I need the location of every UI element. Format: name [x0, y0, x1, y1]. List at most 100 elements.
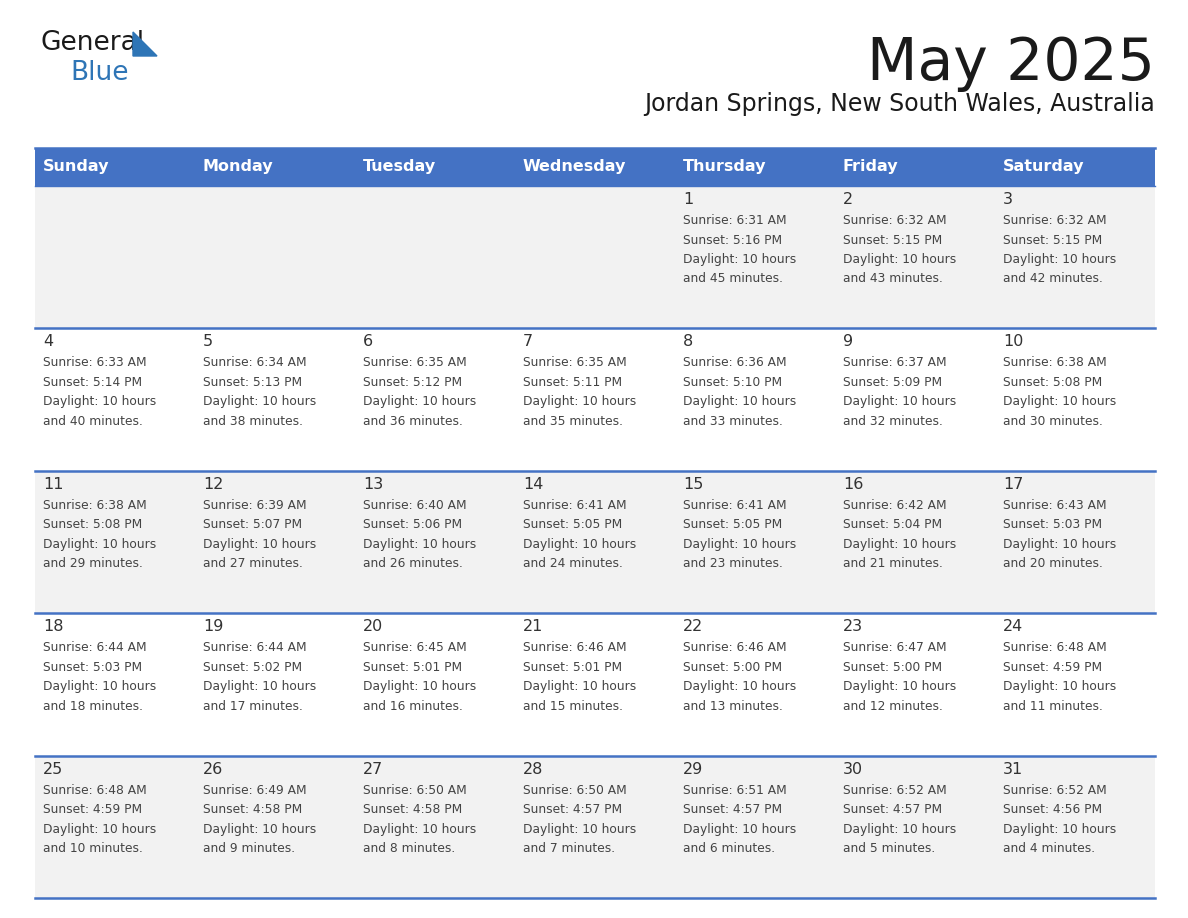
Text: Sunset: 4:59 PM: Sunset: 4:59 PM	[43, 803, 143, 816]
Bar	[996, 756, 1155, 898]
Bar	[675, 756, 835, 898]
Text: Daylight: 10 hours: Daylight: 10 hours	[1003, 396, 1117, 409]
Text: 19: 19	[203, 620, 223, 634]
Text: and 6 minutes.: and 6 minutes.	[683, 842, 775, 855]
Bar	[996, 329, 1155, 471]
Text: Daylight: 10 hours: Daylight: 10 hours	[203, 680, 316, 693]
Bar	[996, 148, 1155, 186]
Text: Daylight: 10 hours: Daylight: 10 hours	[843, 396, 956, 409]
Bar	[195, 148, 355, 186]
Text: Sunset: 5:08 PM: Sunset: 5:08 PM	[43, 519, 143, 532]
Text: and 45 minutes.: and 45 minutes.	[683, 273, 783, 285]
Bar	[34, 148, 195, 186]
Text: Sunset: 5:06 PM: Sunset: 5:06 PM	[364, 519, 462, 532]
Text: Sunset: 4:58 PM: Sunset: 4:58 PM	[203, 803, 302, 816]
Bar	[34, 756, 195, 898]
Text: Sunset: 5:03 PM: Sunset: 5:03 PM	[43, 661, 143, 674]
Text: Monday: Monday	[203, 160, 273, 174]
Text: and 26 minutes.: and 26 minutes.	[364, 557, 463, 570]
Text: 23: 23	[843, 620, 864, 634]
Text: Sunset: 5:15 PM: Sunset: 5:15 PM	[843, 233, 942, 247]
Bar	[516, 329, 675, 471]
Text: 22: 22	[683, 620, 703, 634]
Text: Daylight: 10 hours: Daylight: 10 hours	[843, 823, 956, 835]
Text: Daylight: 10 hours: Daylight: 10 hours	[43, 680, 157, 693]
Text: Sunrise: 6:38 AM: Sunrise: 6:38 AM	[43, 498, 147, 512]
Bar	[355, 186, 516, 329]
Bar	[675, 471, 835, 613]
Text: Sunrise: 6:45 AM: Sunrise: 6:45 AM	[364, 641, 467, 655]
Text: 2: 2	[843, 192, 853, 207]
Text: 7: 7	[523, 334, 533, 350]
Text: Sunrise: 6:46 AM: Sunrise: 6:46 AM	[523, 641, 626, 655]
Bar	[516, 148, 675, 186]
Text: Sunset: 5:00 PM: Sunset: 5:00 PM	[843, 661, 942, 674]
Text: and 40 minutes.: and 40 minutes.	[43, 415, 143, 428]
Text: Sunset: 5:04 PM: Sunset: 5:04 PM	[843, 519, 942, 532]
Text: General: General	[40, 30, 144, 56]
Text: Daylight: 10 hours: Daylight: 10 hours	[683, 680, 796, 693]
Bar	[835, 756, 996, 898]
Bar	[835, 613, 996, 756]
Text: Daylight: 10 hours: Daylight: 10 hours	[43, 823, 157, 835]
Text: Daylight: 10 hours: Daylight: 10 hours	[364, 680, 476, 693]
Text: Daylight: 10 hours: Daylight: 10 hours	[43, 538, 157, 551]
Text: Sunrise: 6:43 AM: Sunrise: 6:43 AM	[1003, 498, 1107, 512]
Text: Sunrise: 6:49 AM: Sunrise: 6:49 AM	[203, 784, 307, 797]
Text: and 35 minutes.: and 35 minutes.	[523, 415, 623, 428]
Text: and 8 minutes.: and 8 minutes.	[364, 842, 455, 855]
Text: Daylight: 10 hours: Daylight: 10 hours	[523, 538, 637, 551]
Text: and 23 minutes.: and 23 minutes.	[683, 557, 783, 570]
Text: Sunset: 5:01 PM: Sunset: 5:01 PM	[523, 661, 623, 674]
Text: and 12 minutes.: and 12 minutes.	[843, 700, 943, 712]
Bar	[355, 471, 516, 613]
Text: Sunrise: 6:37 AM: Sunrise: 6:37 AM	[843, 356, 947, 369]
Text: Daylight: 10 hours: Daylight: 10 hours	[1003, 253, 1117, 266]
Text: Sunset: 5:02 PM: Sunset: 5:02 PM	[203, 661, 302, 674]
Bar	[34, 613, 195, 756]
Text: Sunrise: 6:48 AM: Sunrise: 6:48 AM	[1003, 641, 1107, 655]
Text: Sunset: 5:11 PM: Sunset: 5:11 PM	[523, 375, 623, 389]
Text: Sunset: 5:16 PM: Sunset: 5:16 PM	[683, 233, 782, 247]
Text: and 21 minutes.: and 21 minutes.	[843, 557, 943, 570]
Text: and 27 minutes.: and 27 minutes.	[203, 557, 303, 570]
Text: Daylight: 10 hours: Daylight: 10 hours	[683, 396, 796, 409]
Text: 11: 11	[43, 476, 63, 492]
Text: and 30 minutes.: and 30 minutes.	[1003, 415, 1102, 428]
Text: Saturday: Saturday	[1003, 160, 1085, 174]
Bar	[355, 613, 516, 756]
Text: 1: 1	[683, 192, 694, 207]
Text: 13: 13	[364, 476, 384, 492]
Text: 20: 20	[364, 620, 384, 634]
Text: Daylight: 10 hours: Daylight: 10 hours	[1003, 680, 1117, 693]
Text: and 33 minutes.: and 33 minutes.	[683, 415, 783, 428]
Bar	[34, 186, 195, 329]
Text: and 5 minutes.: and 5 minutes.	[843, 842, 935, 855]
Text: and 4 minutes.: and 4 minutes.	[1003, 842, 1095, 855]
Bar	[835, 148, 996, 186]
Bar	[516, 756, 675, 898]
Text: 14: 14	[523, 476, 543, 492]
Text: Friday: Friday	[843, 160, 898, 174]
Bar	[355, 329, 516, 471]
Text: Daylight: 10 hours: Daylight: 10 hours	[683, 538, 796, 551]
Text: 29: 29	[683, 762, 703, 777]
Text: Daylight: 10 hours: Daylight: 10 hours	[1003, 538, 1117, 551]
Text: Sunrise: 6:46 AM: Sunrise: 6:46 AM	[683, 641, 786, 655]
Text: Sunset: 4:59 PM: Sunset: 4:59 PM	[1003, 661, 1102, 674]
Text: May 2025: May 2025	[867, 35, 1155, 92]
Text: Daylight: 10 hours: Daylight: 10 hours	[364, 538, 476, 551]
Text: Sunset: 5:09 PM: Sunset: 5:09 PM	[843, 375, 942, 389]
Text: Sunrise: 6:50 AM: Sunrise: 6:50 AM	[523, 784, 627, 797]
Text: 16: 16	[843, 476, 864, 492]
Text: Daylight: 10 hours: Daylight: 10 hours	[523, 680, 637, 693]
Text: Sunset: 5:05 PM: Sunset: 5:05 PM	[523, 519, 623, 532]
Text: Sunset: 4:58 PM: Sunset: 4:58 PM	[364, 803, 462, 816]
Text: 6: 6	[364, 334, 373, 350]
Bar	[195, 613, 355, 756]
Text: Sunrise: 6:38 AM: Sunrise: 6:38 AM	[1003, 356, 1107, 369]
Text: and 7 minutes.: and 7 minutes.	[523, 842, 615, 855]
Text: Sunset: 5:00 PM: Sunset: 5:00 PM	[683, 661, 782, 674]
Text: Daylight: 10 hours: Daylight: 10 hours	[683, 823, 796, 835]
Text: Sunrise: 6:32 AM: Sunrise: 6:32 AM	[1003, 214, 1107, 227]
